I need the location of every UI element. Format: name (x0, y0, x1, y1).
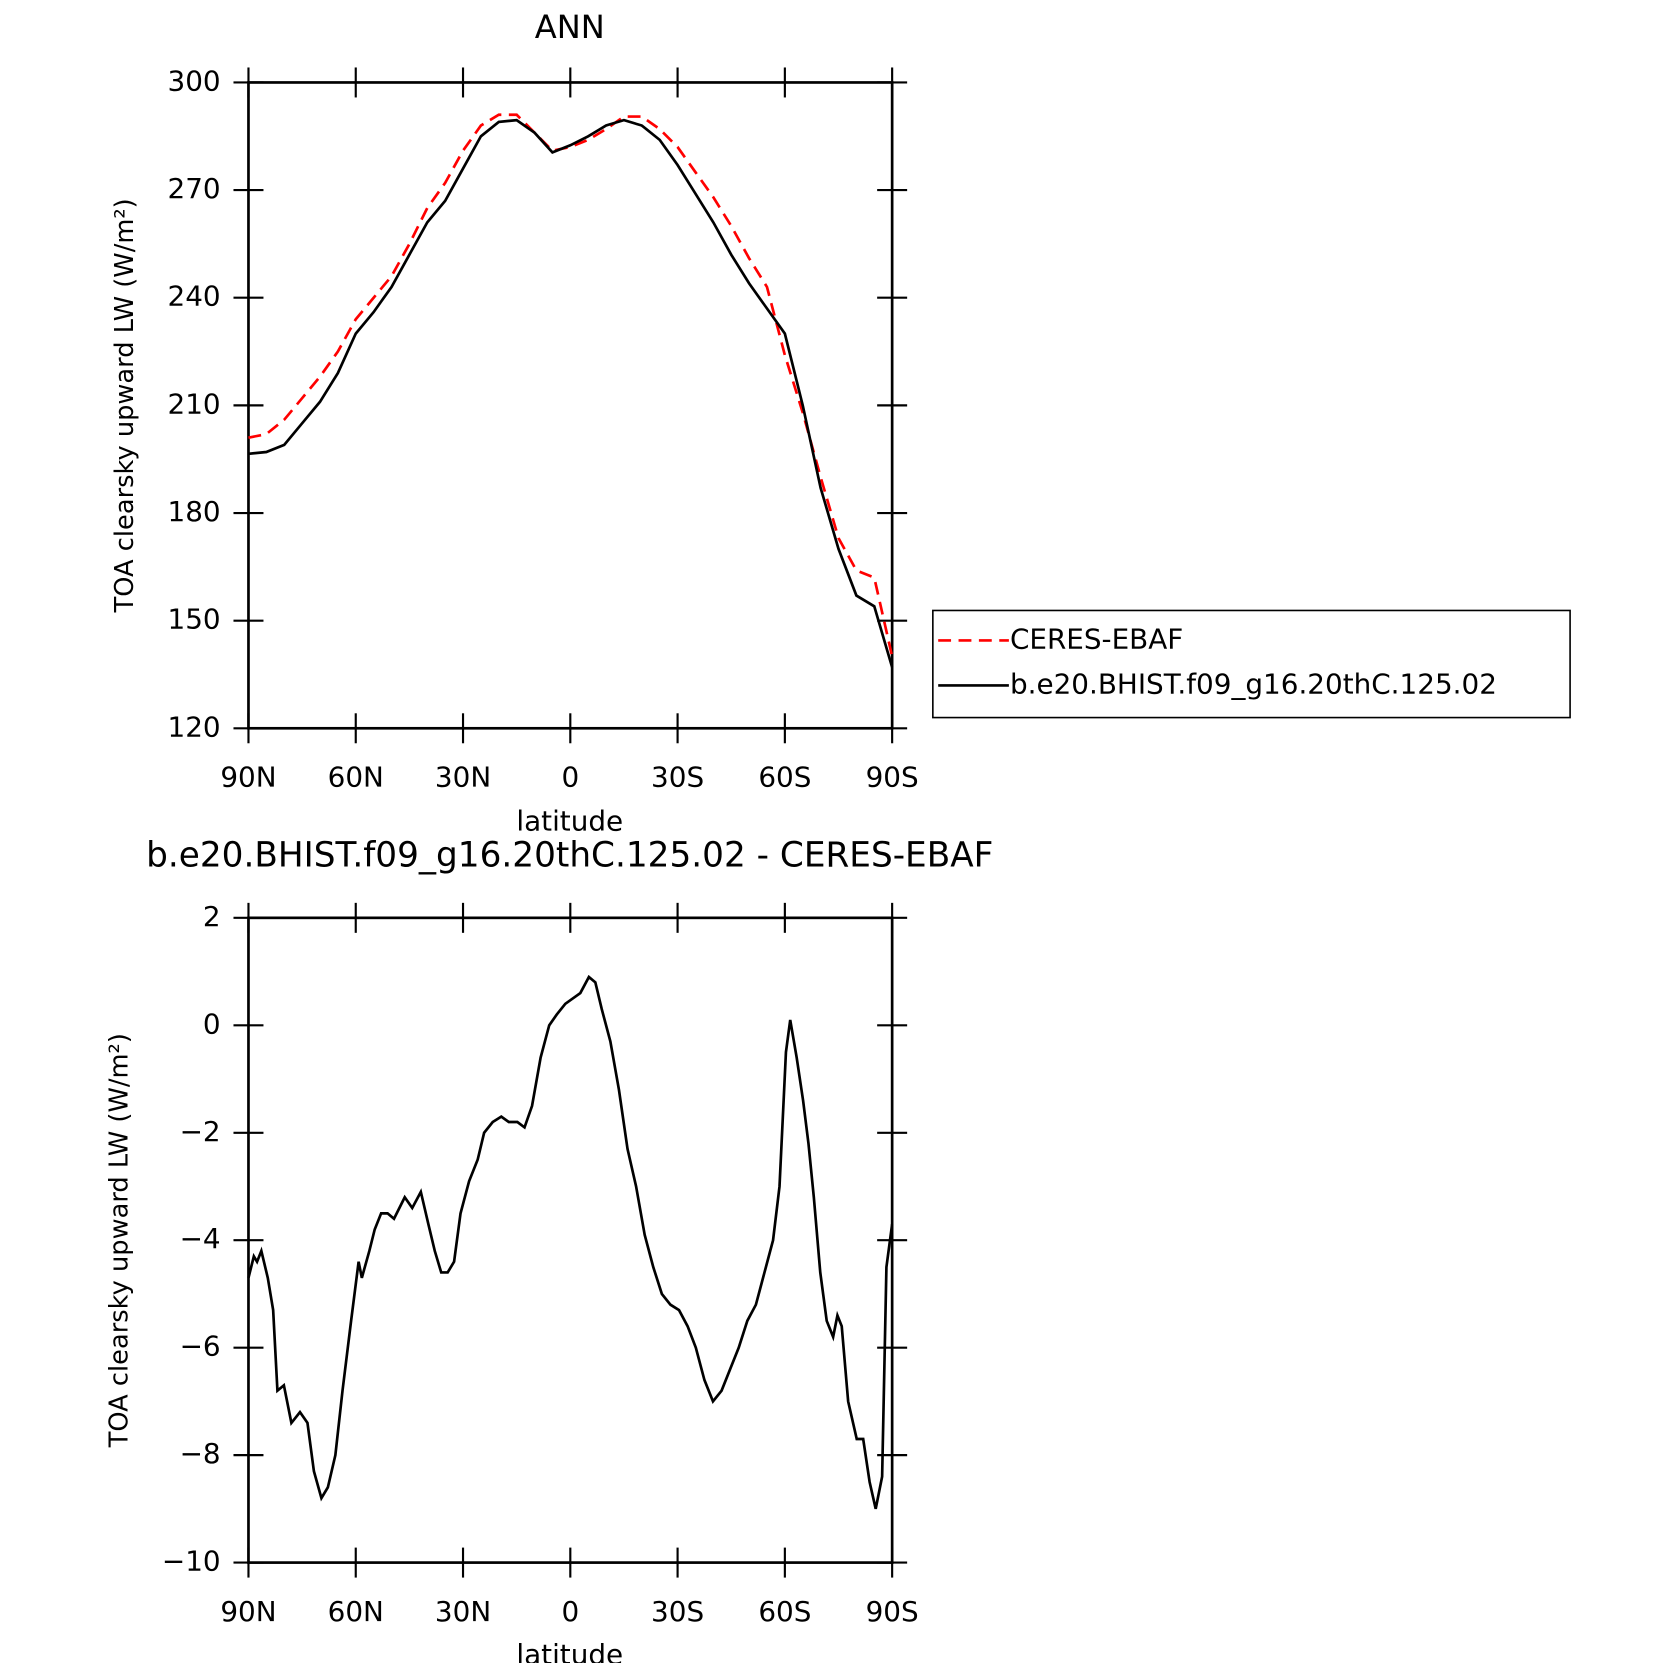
series-line (248, 113, 894, 657)
y-tick-label: 120 (168, 710, 221, 743)
legend-label: b.e20.BHIST.f09_g16.20thC.125.02 (1010, 667, 1497, 700)
x-tick-label: 30N (435, 1595, 491, 1628)
plot-frame (247, 81, 894, 730)
y-tick-label: 180 (168, 495, 221, 528)
y-tick-label: 270 (168, 172, 221, 205)
x-tick-label: 30S (651, 761, 704, 794)
y-axis-label: TOA clearsky upward LW (W/m²) (110, 198, 140, 613)
y-tick-label: −8 (180, 1437, 221, 1470)
x-tick-label: 90S (866, 761, 919, 794)
series-line (248, 118, 894, 668)
x-tick-label: 90N (220, 1595, 276, 1628)
y-tick-label: 210 (168, 387, 221, 420)
y-tick-label: 300 (168, 64, 221, 97)
series-line (247, 974, 894, 1510)
x-axis-label: latitude (516, 1638, 623, 1663)
chart-title: b.e20.BHIST.f09_g16.20thC.125.02 - CERES… (146, 835, 993, 875)
x-tick-label: 60N (328, 761, 384, 794)
x-tick-label: 60S (758, 1595, 811, 1628)
x-tick-label: 90N (220, 761, 276, 794)
y-tick-label: −2 (180, 1115, 221, 1148)
y-tick-label: −4 (180, 1222, 221, 1255)
x-tick-label: 30S (651, 1595, 704, 1628)
x-tick-label: 60N (328, 1595, 384, 1628)
x-axis-label: latitude (516, 805, 623, 838)
legend-box (932, 609, 1571, 719)
plot-frame (247, 916, 894, 1564)
y-tick-label: 240 (168, 280, 221, 313)
chart-title: ANN (535, 8, 605, 46)
y-tick-label: 2 (203, 900, 221, 933)
x-tick-label: 90S (866, 1595, 919, 1628)
legend-label: CERES-EBAF (1010, 622, 1183, 655)
figure-root: ANN latitude TOA clearsky upward LW (W/m²)… (104, 8, 1571, 1663)
y-tick-label: 150 (168, 603, 221, 636)
x-tick-label: 0 (561, 761, 579, 794)
legend: CERES-EBAF b.e20.BHIST.f09_g16.20thC.125.… (932, 609, 1571, 719)
x-tick-label: 60S (758, 761, 811, 794)
y-tick-label: 0 (203, 1007, 221, 1040)
x-tick-label: 30N (435, 761, 491, 794)
x-tick-label: 0 (561, 1595, 579, 1628)
y-tick-label: −10 (162, 1545, 221, 1578)
y-axis-label: TOA clearsky upward LW (W/m²) (104, 1033, 134, 1448)
y-tick-label: −6 (180, 1330, 221, 1363)
